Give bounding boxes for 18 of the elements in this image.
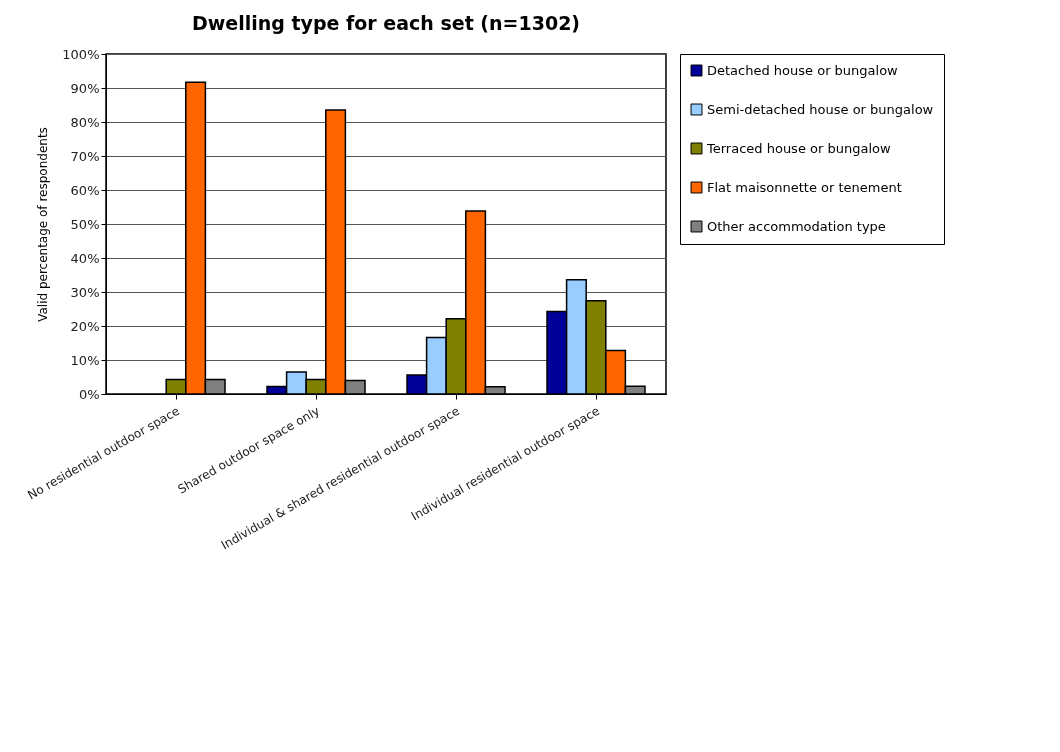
y-tick-label: 30%	[70, 284, 100, 300]
legend-label: Flat maisonnette or tenement	[707, 179, 902, 195]
legend-label: Other accommodation type	[707, 218, 886, 234]
y-tick-label: 60%	[70, 182, 100, 198]
legend-label: Semi-detached house or bungalow	[707, 101, 934, 117]
chart-title: Dwelling type for each set (n=1302)	[191, 12, 581, 34]
y-tick-label: 100%	[62, 46, 100, 62]
y-tick-label: 50%	[70, 216, 100, 232]
y-tick-label: 0%	[78, 386, 100, 402]
y-tick-label: 20%	[70, 318, 100, 334]
y-tick-label: 90%	[70, 80, 100, 96]
y-tick-label: 10%	[70, 352, 100, 368]
y-tick-label: 40%	[70, 250, 100, 266]
y-axis-title: Valid percentage of respondents	[36, 127, 51, 322]
legend-label: Detached house or bungalow	[707, 62, 899, 78]
y-tick-label: 80%	[70, 114, 100, 130]
legend-label: Terraced house or bungalow	[706, 140, 891, 156]
y-tick-label: 70%	[70, 148, 100, 164]
